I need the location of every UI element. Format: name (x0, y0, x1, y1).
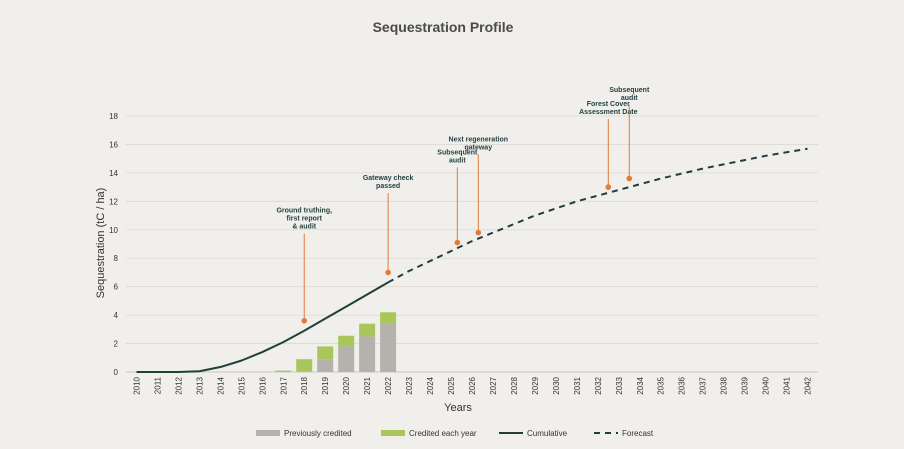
x-tick-label: 2027 (489, 376, 498, 394)
annotation-marker (605, 184, 612, 190)
bar-previously-credited (359, 336, 376, 372)
annotation-label: & audit (292, 224, 316, 231)
x-tick-label: 2017 (279, 376, 288, 394)
annotation-label: audit (621, 95, 638, 102)
line-forecast (387, 147, 808, 284)
x-tick-label: 2010 (132, 376, 141, 394)
y-tick-label: 16 (109, 140, 118, 149)
bar-credited-each-year (296, 359, 313, 372)
x-tick-label: 2039 (741, 376, 750, 394)
legend: Previously credited Credited each year Cum… (256, 429, 654, 438)
annotation-label: Subsequent (609, 87, 650, 94)
x-tick-label: 2023 (405, 376, 414, 394)
x-tick-label: 2031 (573, 376, 582, 394)
x-tick-label: 2015 (237, 376, 246, 394)
y-tick-label: 12 (109, 197, 118, 206)
x-tick-label: 2016 (258, 376, 267, 394)
annotation-marker (301, 318, 308, 324)
y-tick-label: 0 (114, 368, 119, 377)
legend-swatch (256, 430, 280, 436)
annotation-label: Assessment Date (579, 109, 637, 116)
annotation-marker (475, 229, 482, 236)
x-tick-label: 2025 (447, 376, 456, 394)
bar-previously-credited (296, 371, 313, 372)
annotation-label: Forest Cover (587, 101, 630, 108)
annotations: Ground truthing,first report& audit Gatew… (276, 87, 650, 324)
line-cumulative (136, 281, 389, 373)
annotation-label: gateway (464, 145, 492, 152)
x-tick-label: 2036 (678, 376, 687, 394)
x-tick-label: 2019 (321, 376, 330, 394)
x-tick-label: 2030 (552, 376, 561, 394)
legend-label: Previously credited (284, 429, 352, 438)
annotation-label: Subsequent (437, 149, 478, 156)
legend-swatch (381, 430, 405, 436)
x-tick-label: 2012 (174, 376, 183, 394)
x-tick-label: 2028 (510, 376, 519, 394)
bar-previously-credited (338, 346, 355, 372)
x-tick-label: 2040 (762, 376, 771, 394)
y-tick-label: 4 (114, 311, 119, 320)
bar-credited-each-year (338, 335, 355, 347)
bar-credited-each-year (275, 370, 292, 372)
annotation-marker (385, 269, 391, 276)
bar-credited-each-year (317, 346, 334, 360)
legend-label: Cumulative (527, 429, 568, 438)
annotation-label: Ground truthing, (276, 208, 332, 215)
x-tick-label: 2021 (363, 376, 372, 394)
y-tick-label: 6 (114, 283, 119, 292)
x-tick-label: 2018 (300, 376, 309, 394)
bar-previously-credited (380, 323, 397, 372)
y-tick-label: 14 (109, 169, 118, 178)
grid-lines (126, 115, 818, 373)
bar-credited-each-year (380, 312, 397, 324)
x-tick-label: 2024 (426, 376, 435, 394)
x-tick-label: 2042 (804, 376, 813, 394)
x-tick-label: 2033 (615, 376, 624, 394)
annotation-label: Next regeneration (449, 137, 509, 144)
legend-label: Credited each year (409, 429, 477, 438)
y-tick-label: 8 (114, 254, 119, 263)
annotation-label: Gateway check (363, 175, 414, 182)
x-axis-label: Years (444, 402, 472, 414)
x-tick-label: 2014 (216, 376, 225, 394)
x-tick-label: 2013 (195, 376, 204, 394)
x-tick-label: 2022 (384, 376, 393, 394)
x-tick-label: 2037 (699, 376, 708, 394)
x-tick-label: 2032 (594, 376, 603, 394)
x-tick-label: 2034 (636, 376, 645, 394)
x-tick-label: 2035 (657, 376, 666, 394)
y-axis-ticks: 0 2 4 6 8 10 12 14 16 18 (109, 112, 118, 377)
bar-credited-each-year (359, 323, 376, 337)
x-tick-label: 2011 (153, 376, 162, 394)
bar-previously-credited (317, 359, 334, 372)
x-axis-ticks: 2010 2011 2012 2013 2014 2015 2016 2017 2018 2019… (132, 376, 812, 394)
x-tick-label: 2020 (342, 376, 351, 394)
y-tick-label: 18 (109, 112, 118, 121)
y-tick-label: 10 (109, 226, 118, 235)
chart-title: Sequestration Profile (373, 19, 514, 35)
annotation-label: passed (376, 183, 400, 190)
x-tick-label: 2038 (720, 376, 729, 394)
annotation-marker (626, 175, 633, 182)
annotation-label: audit (449, 157, 466, 164)
series-lines (136, 147, 808, 373)
y-axis-label: Sequestration (tC / ha) (95, 188, 107, 299)
x-tick-label: 2041 (783, 376, 792, 394)
y-tick-label: 2 (114, 340, 119, 349)
x-tick-label: 2026 (468, 376, 477, 394)
annotation-label: first report (287, 216, 323, 223)
legend-label: Forecast (622, 429, 654, 438)
annotation-marker (454, 239, 461, 246)
bars (275, 312, 397, 372)
x-tick-label: 2029 (531, 376, 540, 394)
